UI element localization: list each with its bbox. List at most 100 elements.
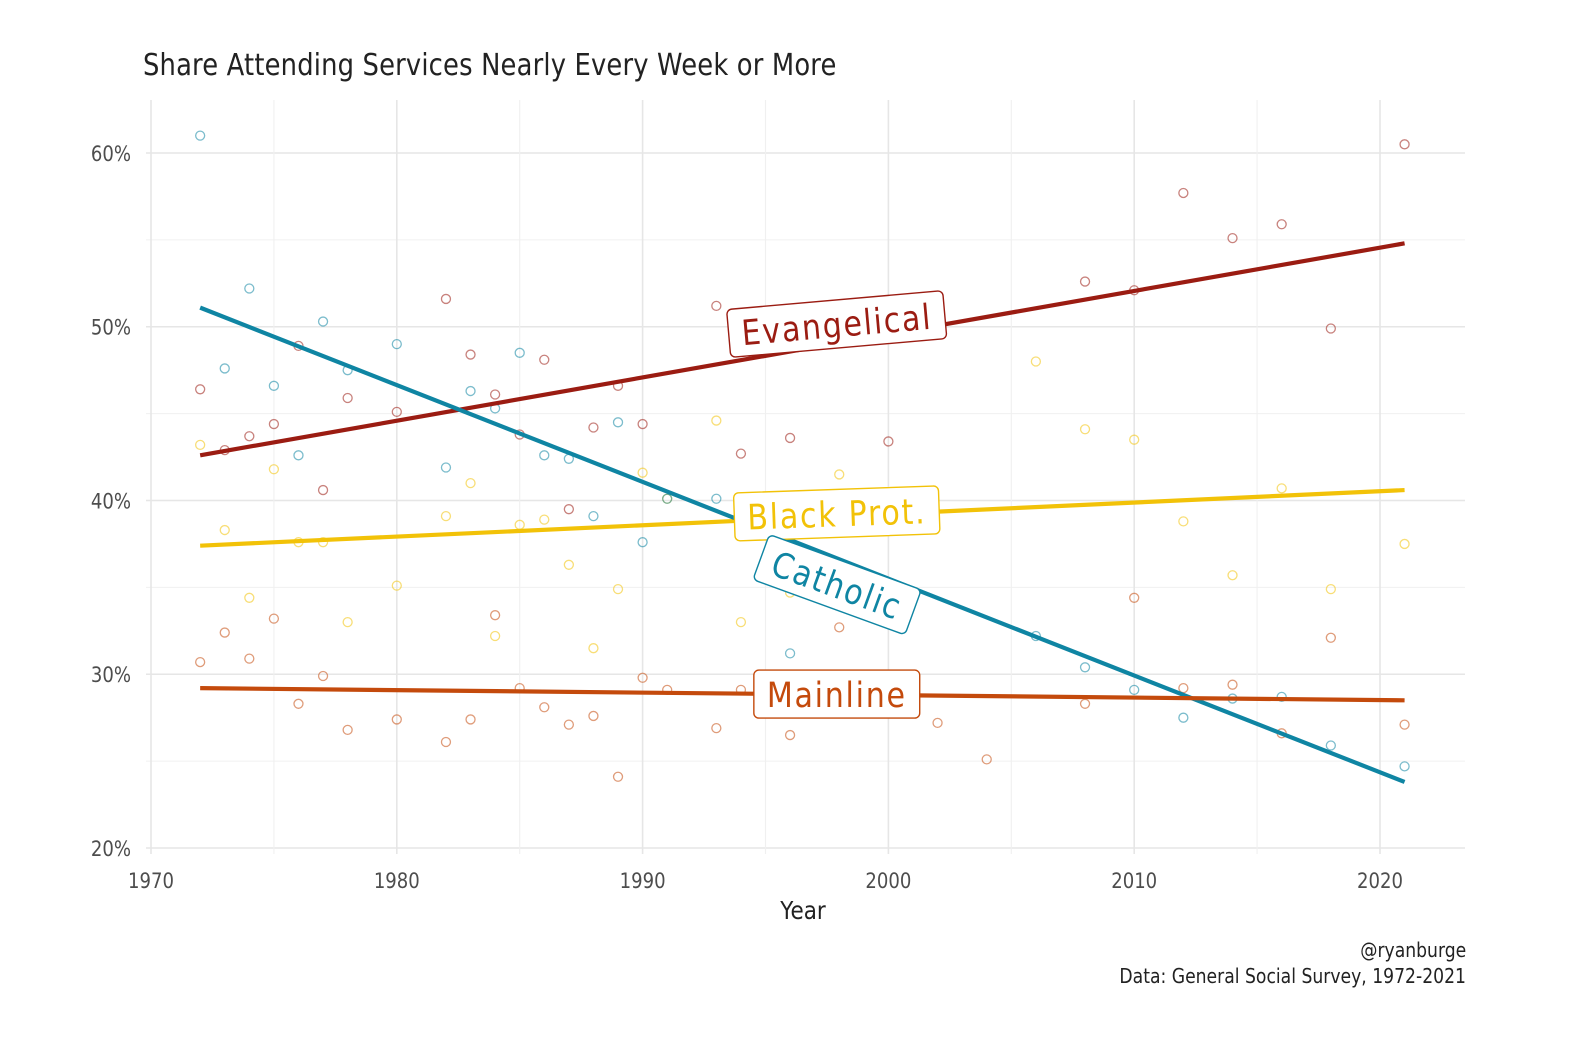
data-point <box>662 493 673 504</box>
data-point <box>539 702 550 713</box>
data-point <box>465 349 476 360</box>
data-point <box>612 771 624 782</box>
trend-line <box>199 305 1406 784</box>
data-point <box>440 736 452 748</box>
series-label-text: Black Prot. <box>747 491 927 538</box>
grid-lines <box>146 100 1465 854</box>
data-point <box>637 467 648 478</box>
data-point <box>219 524 230 536</box>
y-tick-label: 20% <box>91 837 131 862</box>
data-point <box>195 384 206 395</box>
data-point <box>1325 740 1336 751</box>
data-point <box>342 392 353 404</box>
data-point <box>391 406 402 418</box>
data-point <box>1399 139 1410 150</box>
series-label-box <box>753 669 921 719</box>
data-point <box>834 469 845 480</box>
x-tick-label: 2010 <box>1111 869 1157 894</box>
data-point <box>1178 683 1189 694</box>
data-point <box>981 754 992 765</box>
data-point <box>1325 632 1336 643</box>
caption-source: Data: General Social Survey, 1972-2021 <box>1119 964 1466 988</box>
caption-author: @ryanburge <box>1360 938 1466 962</box>
data-point <box>317 316 329 327</box>
series-label-box <box>753 535 921 635</box>
chart-title: Share Attending Services Nearly Every We… <box>143 48 837 83</box>
data-point <box>1399 719 1410 730</box>
data-point <box>784 648 796 659</box>
data-point <box>612 417 624 428</box>
data-point <box>784 432 796 444</box>
data-point <box>1227 232 1238 244</box>
data-point <box>195 130 206 141</box>
data-point <box>1129 684 1140 696</box>
data-point <box>317 670 329 682</box>
data-point <box>391 338 402 350</box>
data-point <box>563 504 575 515</box>
data-point <box>440 293 452 305</box>
data-point <box>883 436 894 447</box>
x-tick-label: 2000 <box>865 869 911 894</box>
data-point <box>588 710 599 722</box>
data-point <box>637 418 648 430</box>
data-point <box>612 583 624 595</box>
data-point <box>637 672 648 683</box>
data-point <box>465 714 476 725</box>
x-tick-label: 2020 <box>1357 869 1403 894</box>
data-point <box>440 510 452 522</box>
data-point <box>440 462 452 473</box>
data-point <box>1227 679 1238 690</box>
data-point <box>268 613 280 624</box>
data-point <box>1399 538 1410 550</box>
series-label: Black Prot. <box>732 485 941 542</box>
x-tick-label: 1990 <box>620 869 666 894</box>
data-point <box>539 514 550 525</box>
data-point <box>563 559 575 570</box>
data-point <box>539 354 550 365</box>
data-point <box>711 722 722 734</box>
data-point <box>219 627 230 638</box>
data-point <box>293 450 304 461</box>
data-point <box>195 656 206 668</box>
data-point <box>1276 219 1287 230</box>
data-point <box>784 729 796 741</box>
x-axis-title: Year <box>779 896 826 925</box>
series-labels: Evangelical Black Prot.Catholic Mainline <box>726 290 948 719</box>
data-point <box>1276 483 1287 494</box>
data-point <box>711 415 722 426</box>
data-point <box>735 616 747 628</box>
data-point <box>244 592 255 603</box>
series-label: Mainline <box>753 669 921 719</box>
data-point <box>1079 276 1091 287</box>
data-point <box>244 431 255 442</box>
data-point <box>1399 761 1410 772</box>
x-tick-label: 1970 <box>128 869 174 894</box>
series-label-box <box>726 290 948 358</box>
data-point <box>391 714 402 725</box>
data-point <box>1129 434 1140 445</box>
data-point <box>317 484 329 496</box>
data-point <box>1325 323 1336 334</box>
x-tick-label: 1980 <box>374 869 420 894</box>
data-point <box>1178 187 1189 199</box>
y-tick-label: 40% <box>91 489 131 514</box>
series-label-text: Mainline <box>767 675 907 716</box>
data-point <box>932 717 943 729</box>
data-point <box>637 537 648 548</box>
data-point <box>489 389 501 400</box>
series-label: Evangelical <box>726 290 948 358</box>
data-point <box>244 283 255 294</box>
data-point <box>1178 712 1189 723</box>
data-point <box>563 719 575 730</box>
data-point <box>268 380 280 391</box>
data-point <box>588 510 599 522</box>
data-point <box>1030 356 1042 367</box>
data-point <box>465 385 476 397</box>
data-point <box>465 477 476 489</box>
y-tick-label: 50% <box>91 315 131 340</box>
data-point <box>489 630 501 642</box>
data-point <box>1227 570 1238 581</box>
data-point <box>588 422 599 433</box>
